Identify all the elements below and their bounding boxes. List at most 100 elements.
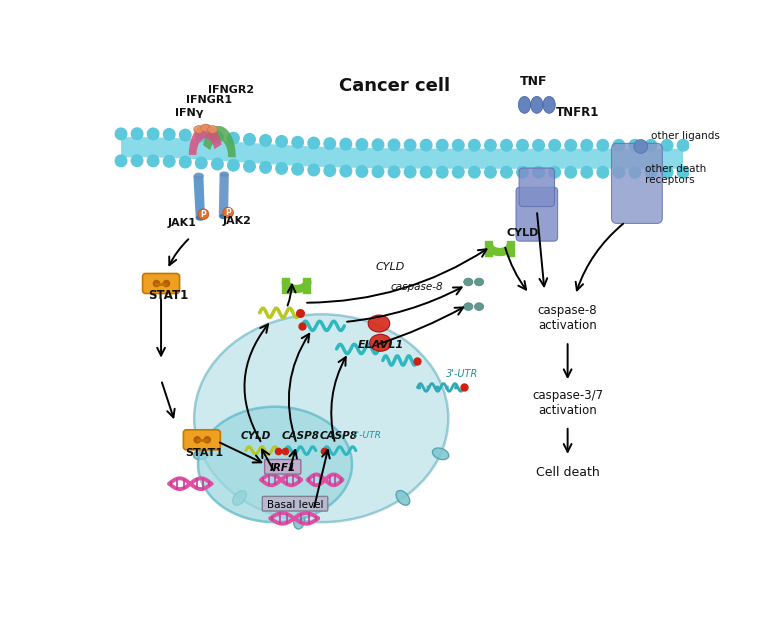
Circle shape [154,280,160,287]
Circle shape [115,155,127,166]
Polygon shape [189,124,222,155]
Text: IFNγ: IFNγ [175,108,204,118]
Circle shape [613,139,624,151]
Ellipse shape [194,173,204,179]
Ellipse shape [432,448,449,460]
Ellipse shape [196,215,205,220]
Circle shape [131,128,143,139]
Circle shape [115,128,127,140]
Text: CYLD: CYLD [375,261,405,272]
Text: TNFR1: TNFR1 [556,106,600,118]
Circle shape [468,166,480,178]
Circle shape [645,139,657,151]
Circle shape [212,131,223,143]
Ellipse shape [220,171,229,177]
Text: caspase-3/7
activation: caspase-3/7 activation [532,389,603,417]
Text: other ligands: other ligands [650,131,720,140]
Circle shape [597,166,608,178]
Ellipse shape [464,278,473,286]
Text: Cell death: Cell death [536,466,600,479]
Text: STAT1: STAT1 [185,448,223,458]
Circle shape [468,139,480,151]
Text: CASP8: CASP8 [319,431,358,441]
Text: IRF1: IRF1 [270,463,296,473]
Circle shape [196,130,207,142]
Circle shape [517,166,528,178]
Text: caspase-8: caspase-8 [390,282,443,292]
Ellipse shape [198,407,352,522]
Ellipse shape [194,448,210,460]
Circle shape [223,207,233,218]
FancyBboxPatch shape [263,496,328,511]
Circle shape [243,161,255,172]
Circle shape [180,129,191,141]
Circle shape [260,162,271,173]
Circle shape [533,139,545,151]
Circle shape [565,139,577,151]
Text: P: P [200,210,207,219]
Circle shape [356,139,368,150]
Circle shape [452,139,464,151]
Circle shape [147,128,159,140]
Circle shape [613,166,624,178]
Circle shape [356,166,368,177]
FancyBboxPatch shape [265,459,301,474]
Text: TNF: TNF [520,75,548,88]
Ellipse shape [531,96,543,113]
Ellipse shape [207,125,217,134]
Circle shape [292,137,303,148]
Circle shape [198,209,209,220]
Circle shape [389,166,400,178]
Text: STAT1: STAT1 [148,289,188,302]
Text: 3'-UTR: 3'-UTR [352,432,382,440]
Circle shape [549,166,561,178]
Ellipse shape [464,303,473,311]
Text: ELAVL1: ELAVL1 [358,340,404,350]
Ellipse shape [194,125,204,134]
FancyBboxPatch shape [519,168,554,207]
Circle shape [436,139,448,151]
Text: IFNGR1: IFNGR1 [187,95,233,105]
Text: CYLD: CYLD [240,431,271,441]
FancyBboxPatch shape [184,430,220,450]
Circle shape [501,166,512,178]
Circle shape [420,139,432,151]
Circle shape [452,166,464,178]
Circle shape [276,135,287,147]
Circle shape [196,157,207,169]
FancyBboxPatch shape [516,187,558,241]
Ellipse shape [219,214,227,219]
Circle shape [485,166,496,178]
Text: CYLD: CYLD [506,228,538,238]
Text: caspase-8
activation: caspase-8 activation [538,304,598,332]
Circle shape [340,165,352,177]
Circle shape [629,166,641,178]
Circle shape [485,139,496,151]
Circle shape [308,137,319,149]
Circle shape [372,139,384,151]
Text: other death
receptors: other death receptors [644,164,706,185]
Circle shape [581,139,593,151]
Circle shape [372,166,384,178]
Circle shape [389,139,400,151]
Polygon shape [219,174,229,217]
Ellipse shape [194,314,449,522]
Text: Basal level: Basal level [266,500,323,510]
Polygon shape [203,126,236,158]
Ellipse shape [475,303,484,311]
Ellipse shape [369,335,391,352]
Text: 3'-UTR: 3'-UTR [446,369,478,379]
Circle shape [164,156,175,167]
Circle shape [292,163,303,175]
Polygon shape [121,137,683,169]
Ellipse shape [200,124,210,132]
Circle shape [212,158,223,170]
FancyBboxPatch shape [611,144,662,224]
Circle shape [565,166,577,178]
Text: JAK1: JAK1 [167,218,196,228]
Circle shape [147,155,159,166]
Circle shape [340,139,352,150]
Ellipse shape [233,491,247,505]
Circle shape [324,165,336,176]
Circle shape [131,155,143,166]
